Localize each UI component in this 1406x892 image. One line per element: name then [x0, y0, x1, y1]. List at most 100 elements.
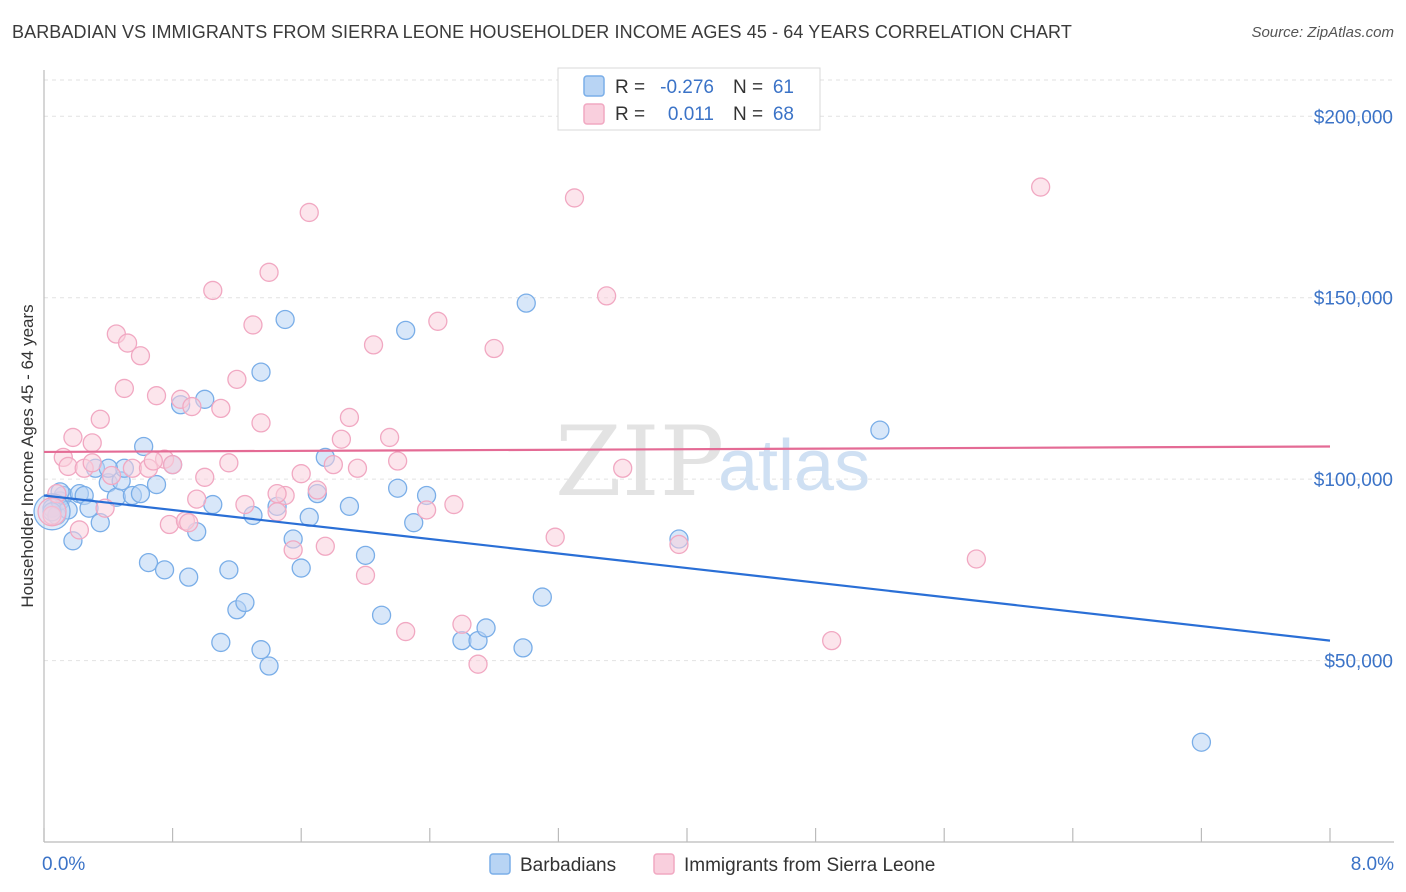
point-barbadians-57: [1191, 732, 1212, 752]
point-sierra-leone-cluster: [37, 497, 67, 527]
point-sierra-leone-29: [227, 369, 247, 390]
x-tick-label-max: 8.0%: [1351, 854, 1394, 875]
point-barbadians-26: [211, 632, 231, 653]
point-sierra-leone-64: [82, 453, 102, 473]
point-barbadians-18: [146, 474, 167, 495]
point-sierra-leone-60: [669, 534, 689, 555]
point-sierra-leone-34: [267, 502, 287, 522]
legend-n-value-sierra-leone: 68: [773, 104, 794, 125]
point-sierra-leone-24: [187, 489, 207, 509]
legend-r-value-sierra-leone: 0.011: [668, 104, 714, 125]
point-sierra-leone-14: [122, 458, 143, 478]
point-sierra-leone-56: [545, 527, 565, 547]
point-sierra-leone-25: [195, 467, 215, 487]
point-barbadians-52: [532, 587, 552, 607]
point-sierra-leone-52: [444, 494, 464, 515]
point-sierra-leone-43: [339, 407, 360, 428]
legend-r-label-sierra-leone: R =: [615, 104, 645, 125]
axes: [43, 70, 1394, 843]
point-sierra-leone-51: [428, 311, 448, 331]
point-barbadians-31: [251, 640, 271, 660]
point-sierra-leone-36: [283, 540, 303, 560]
point-sierra-leone-32: [251, 413, 271, 433]
point-sierra-leone-27: [211, 398, 231, 419]
point-sierra-leone-15: [130, 346, 151, 366]
point-barbadians-41: [355, 545, 376, 565]
y-tick-label-3: $200,000: [1314, 107, 1393, 128]
legend-bottom-swatch-barbadians[interactable]: [489, 853, 511, 875]
point-barbadians-36: [291, 558, 311, 578]
point-barbadians-47: [452, 630, 472, 651]
chart-title: BARBADIAN VS IMMIGRANTS FROM SIERRA LEON…: [12, 22, 1072, 42]
point-sierra-leone-48: [387, 451, 408, 471]
watermark-zip: ZIP: [555, 406, 724, 518]
point-barbadians-19: [154, 560, 175, 580]
point-sierra-leone-59: [613, 458, 633, 478]
point-barbadians-25: [203, 494, 223, 515]
point-sierra-leone-28: [219, 453, 239, 473]
point-barbadians-17: [138, 552, 159, 573]
point-sierra-leone-44: [347, 458, 368, 478]
series-barbadians-points: [33, 293, 1212, 752]
point-sierra-leone-49: [396, 621, 416, 642]
point-sierra-leone-30: [235, 494, 255, 515]
point-barbadians-29: [235, 592, 255, 613]
legend-swatch-sierra-leone: [583, 103, 605, 125]
y-tick-label-1: $100,000: [1314, 470, 1393, 491]
point-barbadians-32: [259, 656, 279, 676]
point-barbadians-22: [179, 567, 199, 587]
point-barbadians-27: [219, 560, 239, 580]
legend-r-label-barbadians: R =: [615, 77, 645, 98]
legend-swatch-barbadians: [583, 75, 605, 97]
point-barbadians-44: [396, 320, 416, 341]
point-barbadians-50: [513, 638, 533, 658]
legend-r-value-barbadians: -0.276: [660, 77, 714, 98]
watermark: ZIP atlas: [555, 406, 870, 518]
point-barbadians-34: [275, 309, 295, 330]
point-barbadians-45: [404, 513, 424, 533]
point-sierra-leone-12: [114, 378, 135, 399]
point-sierra-leone-8: [90, 409, 110, 429]
point-sierra-leone-57: [564, 188, 585, 208]
point-sierra-leone-54: [468, 654, 488, 674]
point-sierra-leone-26: [203, 280, 223, 301]
point-sierra-leone-7: [82, 433, 102, 453]
watermark-atlas: atlas: [718, 426, 870, 506]
x-tick-label-min: 0.0%: [42, 854, 85, 875]
legend-bottom-swatch-sierra-leone[interactable]: [653, 853, 675, 875]
legend-bottom-label-sierra-leone[interactable]: Immigrants from Sierra Leone: [684, 855, 935, 876]
point-sierra-leone-42: [331, 429, 352, 449]
point-sierra-leone-41: [323, 454, 344, 475]
point-sierra-leone-10: [101, 465, 122, 486]
legend-bottom-label-barbadians[interactable]: Barbadians: [520, 855, 616, 876]
y-tick-label-2: $150,000: [1314, 289, 1393, 310]
point-sierra-leone-37: [291, 464, 311, 484]
point-sierra-leone-19: [159, 514, 180, 535]
point-sierra-leone-40: [315, 536, 335, 556]
trend-line-sierra-leone: [43, 445, 1331, 454]
point-barbadians-56: [870, 420, 890, 440]
point-sierra-leone-4: [63, 427, 83, 448]
series-sierra-leone-points: [37, 177, 1051, 674]
x-axis-ticks: [43, 828, 1331, 842]
grid-lines: [44, 79, 1394, 662]
trend-line-barbadians: [43, 494, 1331, 642]
point-sierra-leone-5: [69, 520, 90, 540]
point-barbadians-37: [299, 507, 319, 527]
point-sierra-leone-39: [307, 480, 327, 500]
point-sierra-leone-13: [117, 333, 138, 353]
point-sierra-leone-38: [299, 202, 319, 223]
point-sierra-leone-53: [452, 614, 472, 634]
y-axis-label: Householder Income Ages 45 - 64 years: [18, 304, 37, 607]
point-sierra-leone-23: [182, 396, 202, 417]
point-sierra-leone-45: [355, 565, 376, 585]
legend-n-value-barbadians: 61: [773, 77, 794, 98]
point-sierra-leone-31: [243, 315, 263, 335]
point-sierra-leone-33: [259, 262, 279, 282]
point-sierra-leone-20: [162, 454, 183, 475]
point-barbadians-16: [130, 484, 151, 504]
legend-n-label-barbadians: N =: [733, 77, 763, 98]
legend-stats: R = -0.276 N = 61 R = 0.011 N = 68: [557, 67, 821, 131]
point-sierra-leone-46: [363, 335, 384, 355]
